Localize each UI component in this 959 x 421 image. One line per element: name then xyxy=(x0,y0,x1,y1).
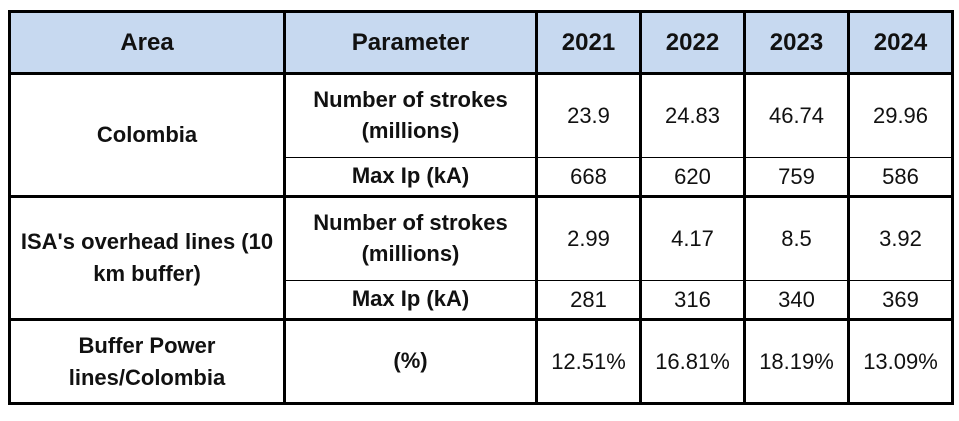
header-year-2023: 2023 xyxy=(743,10,850,74)
parameter-cell-strokes: Number of strokes (millions) xyxy=(283,195,538,281)
header-area: Area xyxy=(8,10,286,74)
lightning-statistics-table: Area Parameter 2021 2022 2023 2024 Colom… xyxy=(8,10,954,405)
value-cell: 16.81% xyxy=(639,318,746,404)
header-parameter: Parameter xyxy=(283,10,538,74)
area-cell-isa-overhead-lines: ISA's overhead lines (10 km buffer) xyxy=(8,195,286,320)
value-cell: 316 xyxy=(639,280,746,320)
header-year-2021: 2021 xyxy=(535,10,642,74)
parameter-cell-max-ip: Max Ip (kA) xyxy=(283,280,538,320)
value-cell: 24.83 xyxy=(639,72,746,158)
value-cell: 12.51% xyxy=(535,318,642,404)
value-cell: 3.92 xyxy=(847,195,954,281)
parameter-cell-percent: (%) xyxy=(283,318,538,404)
header-year-2024: 2024 xyxy=(847,10,954,74)
value-cell: 18.19% xyxy=(743,318,850,404)
value-cell: 4.17 xyxy=(639,195,746,281)
table-row: Max Ip (kA) 281 316 340 369 xyxy=(10,280,954,320)
header-year-2022: 2022 xyxy=(639,10,746,74)
value-cell: 340 xyxy=(743,280,850,320)
value-cell: 668 xyxy=(535,157,642,197)
value-cell: 23.9 xyxy=(535,72,642,158)
table-row: ISA's overhead lines (10 km buffer) Numb… xyxy=(8,195,954,320)
value-cell: 46.74 xyxy=(743,72,850,158)
value-cell: 13.09% xyxy=(847,318,954,404)
value-cell: 8.5 xyxy=(743,195,850,281)
value-cell: 759 xyxy=(743,157,850,197)
area-cell-colombia: Colombia xyxy=(8,72,286,197)
table-row: Colombia Number of strokes (millions) 23… xyxy=(8,72,954,197)
area-cell-buffer-ratio: Buffer Power lines/Colombia xyxy=(8,318,286,404)
parameter-cell-max-ip: Max Ip (kA) xyxy=(283,157,538,197)
value-cell: 620 xyxy=(639,157,746,197)
value-cell: 586 xyxy=(847,157,954,197)
table-header-row: Area Parameter 2021 2022 2023 2024 xyxy=(8,10,954,74)
value-cell: 29.96 xyxy=(847,72,954,158)
value-cell: 369 xyxy=(847,280,954,320)
value-cell: 2.99 xyxy=(535,195,642,281)
parameter-cell-strokes: Number of strokes (millions) xyxy=(283,72,538,158)
table-row: Buffer Power lines/Colombia (%) 12.51% 1… xyxy=(8,318,954,404)
value-cell: 281 xyxy=(535,280,642,320)
table-row: Max Ip (kA) 668 620 759 586 xyxy=(10,157,954,197)
